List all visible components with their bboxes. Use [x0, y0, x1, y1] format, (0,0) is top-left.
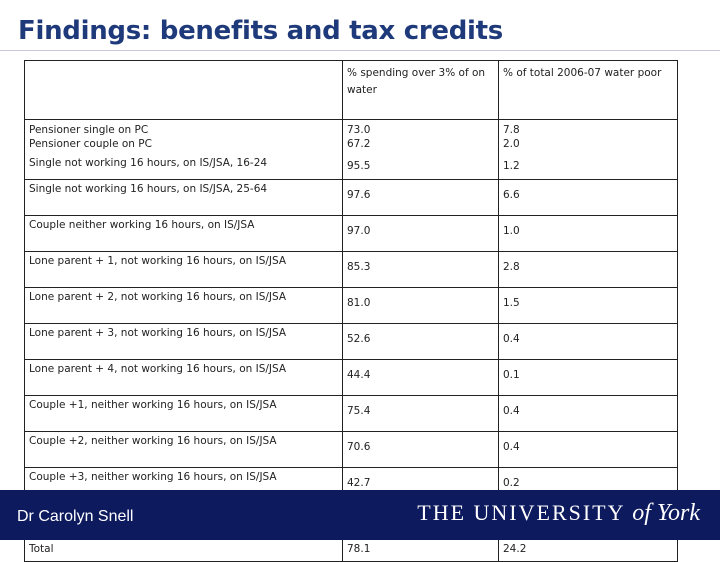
table-row: Lone parent + 4, not working 16 hours, o… [24, 359, 678, 396]
row-label: Couple neither working 16 hours, on IS/J… [24, 215, 343, 252]
water-poor-value: 2.8 [498, 251, 678, 288]
header-category [24, 60, 343, 120]
cell-value: 95.5 [347, 160, 371, 172]
table-row-first: Pensioner single on PC Pensioner couple … [24, 119, 678, 180]
spending-value: 97.6 [342, 179, 499, 216]
total-water-poor: 24.2 [498, 539, 678, 562]
table-header-row: % spending over 3% of on water % of tota… [24, 60, 678, 120]
university-logo: THE UNIVERSITY of York [417, 500, 700, 527]
slide-title: Findings: benefits and tax credits [18, 16, 503, 46]
water-poor-value: 0.4 [498, 323, 678, 360]
spending-value: 81.0 [342, 287, 499, 324]
title-divider [0, 50, 720, 51]
findings-table: % spending over 3% of on water % of tota… [24, 60, 678, 562]
table-row: Lone parent + 2, not working 16 hours, o… [24, 287, 678, 324]
row-label: Couple +1, neither working 16 hours, on … [24, 395, 343, 432]
cell-value: 67.2 [347, 138, 371, 150]
spending-value: 44.4 [342, 359, 499, 396]
total-spending: 78.1 [342, 539, 499, 562]
table-row: Lone parent + 3, not working 16 hours, o… [24, 323, 678, 360]
water-poor-value: 1.0 [498, 215, 678, 252]
total-label: Total [24, 539, 343, 562]
row-label: Single not working 16 hours, on IS/JSA, … [24, 179, 343, 216]
spending-value: 97.0 [342, 215, 499, 252]
row-label: Single not working 16 hours, on IS/JSA, … [29, 157, 268, 169]
spending-value: 52.6 [342, 323, 499, 360]
university-suffix: of York [632, 500, 700, 526]
table-row-total: Total 78.1 24.2 [24, 539, 678, 562]
water-poor-value: 0.1 [498, 359, 678, 396]
table-row: Couple +2, neither working 16 hours, on … [24, 431, 678, 468]
spending-value: 70.6 [342, 431, 499, 468]
table-row: Couple neither working 16 hours, on IS/J… [24, 215, 678, 252]
table-row: Single not working 16 hours, on IS/JSA, … [24, 179, 678, 216]
first-row-spending: 73.0 67.2 95.5 [342, 119, 499, 180]
row-label: Lone parent + 3, not working 16 hours, o… [24, 323, 343, 360]
table-row: Lone parent + 1, not working 16 hours, o… [24, 251, 678, 288]
cell-value: 1.2 [503, 160, 520, 172]
header-spending: % spending over 3% of on water [342, 60, 499, 120]
cell-value: 73.0 [347, 124, 371, 136]
row-label: Lone parent + 4, not working 16 hours, o… [24, 359, 343, 396]
university-prefix: THE UNIVERSITY [417, 500, 625, 525]
first-row-water-poor: 7.8 2.0 1.2 [498, 119, 678, 180]
spending-value: 85.3 [342, 251, 499, 288]
author-name: Dr Carolyn Snell [17, 508, 134, 525]
water-poor-value: 0.4 [498, 395, 678, 432]
water-poor-value: 0.4 [498, 431, 678, 468]
row-label: Couple +2, neither working 16 hours, on … [24, 431, 343, 468]
water-poor-value: 6.6 [498, 179, 678, 216]
cell-value: 7.8 [503, 124, 520, 136]
cell-value: 2.0 [503, 138, 520, 150]
footer-bar: Dr Carolyn Snell THE UNIVERSITY of York [0, 490, 720, 540]
row-label: Pensioner couple on PC [29, 138, 152, 150]
water-poor-value: 1.5 [498, 287, 678, 324]
table-row: Couple +1, neither working 16 hours, on … [24, 395, 678, 432]
header-water-poor: % of total 2006-07 water poor [498, 60, 678, 120]
first-row-labels: Pensioner single on PC Pensioner couple … [24, 119, 343, 180]
row-label: Lone parent + 1, not working 16 hours, o… [24, 251, 343, 288]
row-label: Pensioner single on PC [29, 124, 149, 136]
row-label: Lone parent + 2, not working 16 hours, o… [24, 287, 343, 324]
spending-value: 75.4 [342, 395, 499, 432]
